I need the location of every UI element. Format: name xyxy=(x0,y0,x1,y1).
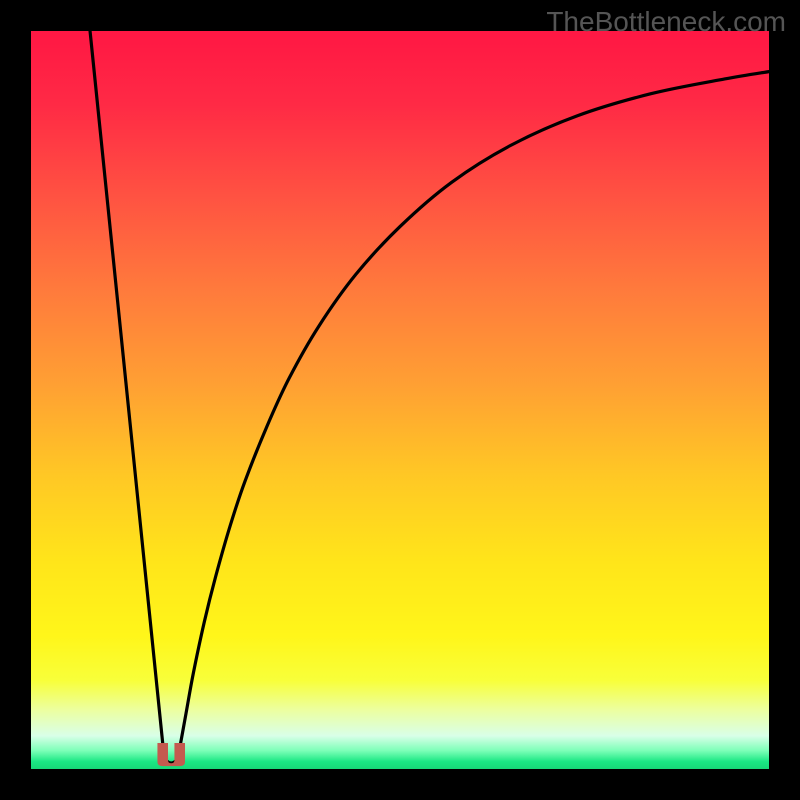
plot-svg xyxy=(31,31,769,769)
chart-stage: TheBottleneck.com xyxy=(0,0,800,800)
watermark-text: TheBottleneck.com xyxy=(546,6,786,38)
plot-frame xyxy=(31,31,769,769)
gradient-background xyxy=(31,31,769,769)
